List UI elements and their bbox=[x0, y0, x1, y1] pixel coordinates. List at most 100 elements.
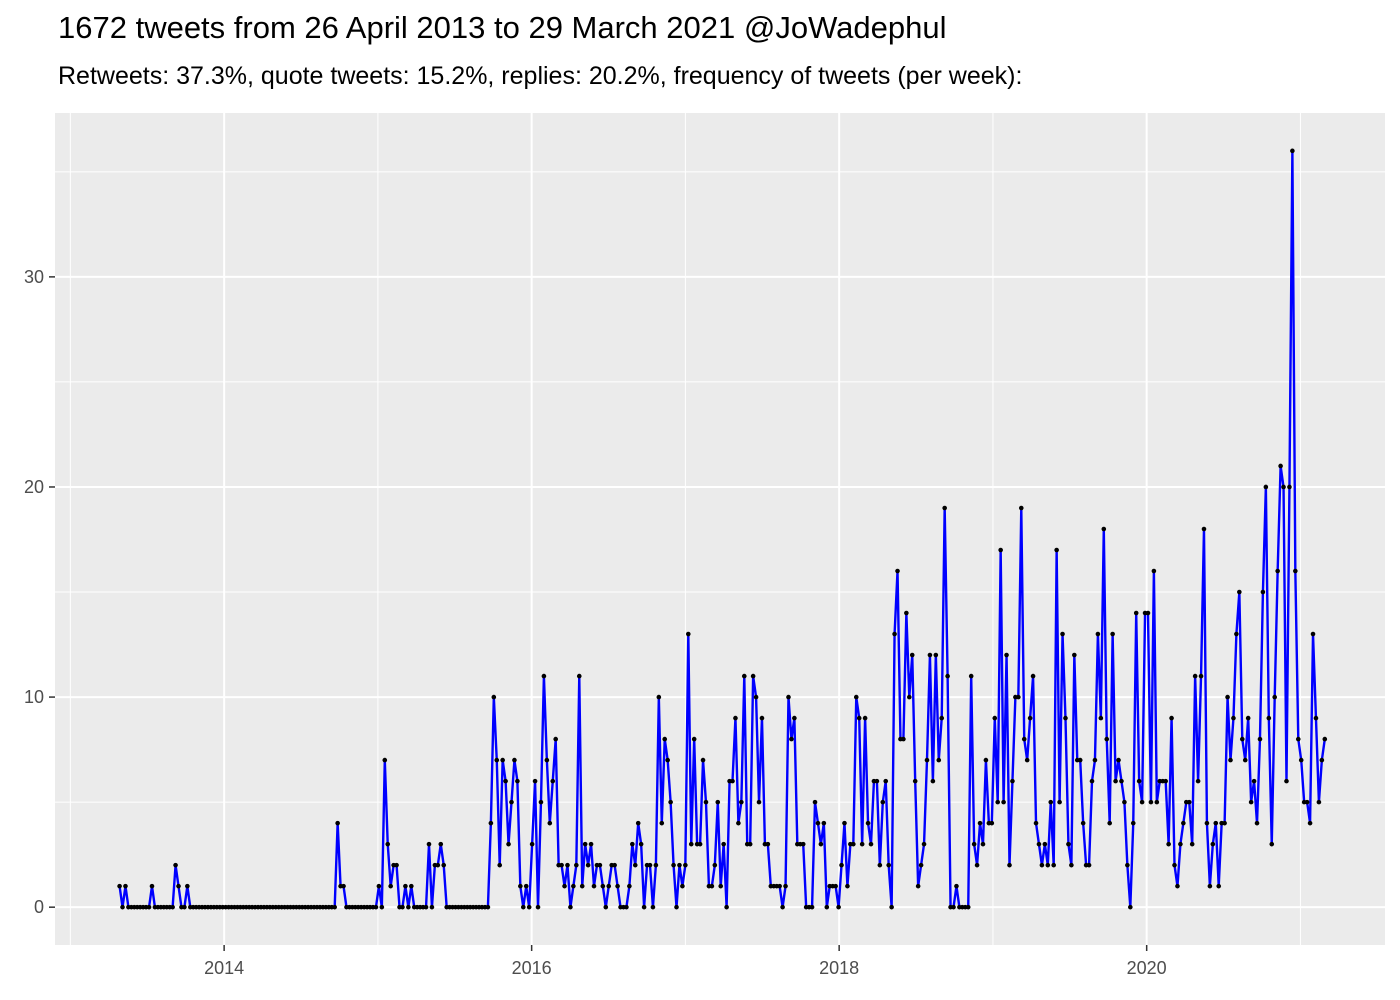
data-point bbox=[120, 904, 125, 910]
data-point bbox=[1322, 736, 1328, 742]
data-point bbox=[1042, 841, 1048, 847]
data-point bbox=[901, 736, 906, 742]
data-point bbox=[335, 820, 340, 826]
data-point bbox=[588, 841, 594, 847]
data-point bbox=[930, 778, 936, 784]
data-point bbox=[747, 841, 753, 847]
data-point bbox=[541, 673, 547, 679]
data-point bbox=[780, 904, 785, 910]
data-point bbox=[526, 904, 532, 910]
data-point bbox=[921, 841, 927, 847]
data-point bbox=[668, 799, 673, 805]
data-point bbox=[677, 862, 682, 868]
data-point bbox=[859, 841, 865, 847]
data-point bbox=[1272, 694, 1277, 700]
data-point bbox=[1204, 820, 1210, 826]
data-point bbox=[1148, 799, 1154, 805]
data-point bbox=[1192, 673, 1198, 679]
data-point bbox=[939, 715, 945, 721]
data-point bbox=[403, 883, 408, 889]
data-point bbox=[945, 673, 950, 679]
data-point bbox=[1284, 778, 1289, 784]
data-point bbox=[1122, 799, 1127, 805]
data-point bbox=[1195, 778, 1201, 784]
data-point bbox=[1110, 631, 1115, 637]
data-point bbox=[824, 904, 830, 910]
data-point bbox=[1010, 778, 1015, 784]
data-point bbox=[1278, 463, 1283, 469]
data-point bbox=[491, 694, 497, 700]
data-point bbox=[924, 757, 930, 763]
data-point bbox=[568, 904, 573, 910]
data-point bbox=[624, 904, 629, 910]
data-point bbox=[509, 799, 514, 805]
data-point bbox=[1266, 715, 1272, 721]
data-point bbox=[992, 715, 998, 721]
data-point bbox=[1228, 757, 1233, 763]
data-point bbox=[1181, 820, 1186, 826]
data-point bbox=[1045, 862, 1051, 868]
data-point bbox=[1004, 652, 1009, 658]
data-point bbox=[1313, 715, 1319, 721]
data-point bbox=[1119, 778, 1124, 784]
data-point bbox=[877, 862, 883, 868]
data-point bbox=[1290, 148, 1295, 154]
data-point bbox=[582, 841, 588, 847]
data-point bbox=[1069, 862, 1074, 868]
data-point bbox=[1169, 715, 1174, 721]
data-point bbox=[965, 904, 971, 910]
data-point bbox=[635, 820, 641, 826]
data-point bbox=[989, 820, 995, 826]
data-point bbox=[1089, 778, 1095, 784]
data-point bbox=[1145, 610, 1151, 616]
data-point bbox=[1086, 862, 1092, 868]
data-point bbox=[842, 820, 847, 826]
data-point bbox=[1178, 841, 1183, 847]
data-point bbox=[1245, 715, 1251, 721]
data-point bbox=[379, 904, 385, 910]
data-point bbox=[376, 883, 382, 889]
y-tick-label: 20 bbox=[24, 477, 44, 497]
data-point bbox=[709, 883, 715, 889]
data-point bbox=[1001, 799, 1006, 805]
data-point bbox=[691, 736, 697, 742]
data-point bbox=[600, 883, 606, 889]
data-point bbox=[1066, 841, 1071, 847]
x-axis-tick-labels: 2014 2016 2018 2020 bbox=[204, 958, 1167, 978]
data-point bbox=[488, 820, 494, 826]
data-point bbox=[1077, 757, 1083, 763]
data-point bbox=[632, 862, 638, 868]
data-point bbox=[818, 841, 824, 847]
data-point bbox=[730, 778, 735, 784]
data-point bbox=[1151, 568, 1157, 574]
data-point bbox=[426, 841, 432, 847]
data-point bbox=[759, 715, 765, 721]
data-point bbox=[1060, 631, 1065, 637]
data-point bbox=[1189, 841, 1195, 847]
data-point bbox=[653, 862, 659, 868]
data-point bbox=[865, 820, 871, 826]
data-point bbox=[1139, 799, 1145, 805]
data-point bbox=[977, 820, 983, 826]
data-point bbox=[1222, 820, 1227, 826]
data-point bbox=[1016, 694, 1021, 700]
data-point bbox=[182, 904, 187, 910]
data-point bbox=[1213, 820, 1219, 826]
data-point bbox=[1287, 484, 1292, 490]
plot-panel bbox=[55, 113, 1385, 945]
chart-title: 1672 tweets from 26 April 2013 to 29 Mar… bbox=[58, 10, 947, 45]
data-point bbox=[429, 904, 435, 910]
data-point bbox=[1092, 757, 1098, 763]
data-point bbox=[1063, 715, 1068, 721]
data-point bbox=[895, 568, 900, 574]
data-point bbox=[606, 883, 612, 889]
data-point bbox=[538, 799, 544, 805]
data-point bbox=[1095, 631, 1101, 637]
data-point bbox=[1304, 799, 1310, 805]
data-point bbox=[851, 841, 856, 847]
data-point bbox=[697, 841, 703, 847]
data-point bbox=[518, 883, 523, 889]
x-tick-label: 2016 bbox=[512, 958, 552, 978]
data-point bbox=[815, 820, 821, 826]
data-point bbox=[912, 778, 918, 784]
